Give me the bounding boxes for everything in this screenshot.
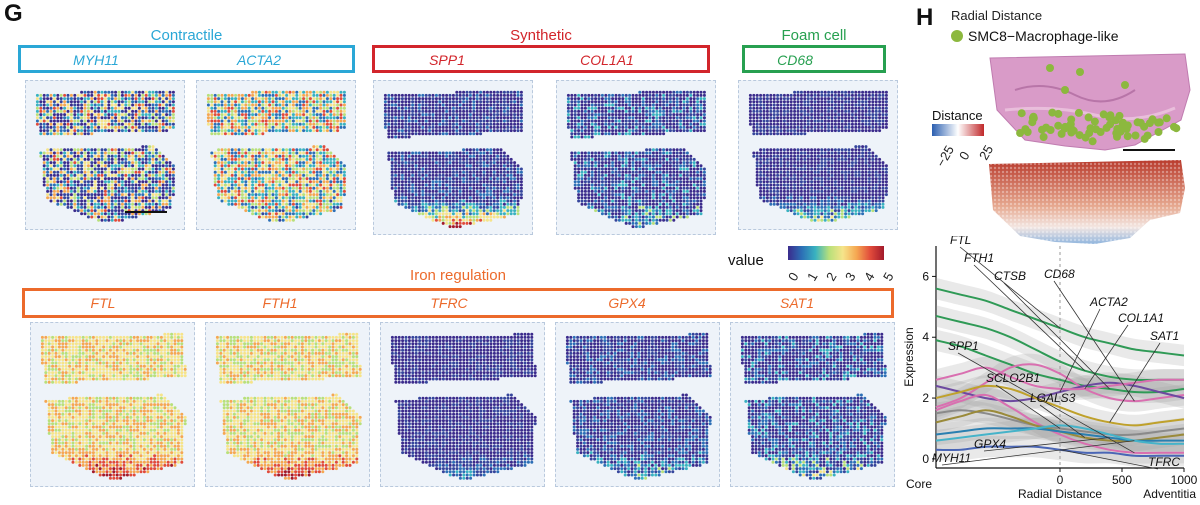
series-label-sat1: SAT1 — [1150, 329, 1179, 343]
series-label-ctsb: CTSB — [994, 269, 1026, 283]
series-label-lgals3: LGALS3 — [1030, 391, 1076, 405]
y-tick-label: 4 — [922, 330, 929, 344]
confidence-band — [936, 356, 1184, 400]
series-line-sat1 — [935, 384, 1185, 427]
series-label-myh11: MYH11 — [932, 451, 971, 465]
confidence-band — [936, 375, 1184, 437]
spatial-map-ftl — [30, 322, 195, 487]
spatial-map-fth1 — [205, 322, 370, 487]
gene-label-gpx4: GPX4 — [608, 295, 646, 311]
confidence-band — [936, 277, 1184, 367]
series-label-leader — [1003, 282, 1110, 390]
spatial-map-acta2 — [196, 80, 356, 230]
series-label-col1a1: COL1A1 — [1118, 311, 1164, 325]
x-tick-label: 0 — [1057, 473, 1064, 487]
series-label-leader — [1053, 280, 1135, 402]
gene-label-ftl: FTL — [90, 295, 116, 311]
x-end-right: Adventitia — [1143, 487, 1196, 501]
distance-bar-label: Distance — [932, 108, 983, 123]
distance-tick: 0 — [956, 148, 973, 163]
series-label-tfrc: TFRC — [1148, 455, 1180, 469]
gene-box-foam-cell: CD68 — [742, 45, 886, 73]
gene-label-fth1: FTH1 — [262, 295, 298, 311]
series-label-leader — [1109, 342, 1161, 423]
series-label-ftl: FTL — [950, 236, 971, 247]
series-label-gpx4: GPX4 — [974, 437, 1006, 451]
series-label-leader — [983, 437, 1110, 452]
series-label-leader — [973, 264, 1086, 371]
scale-bar — [125, 211, 167, 213]
gene-label-cd68: CD68 — [777, 52, 813, 68]
panel-g-letter: G — [4, 0, 23, 27]
gene-label-spp1: SPP1 — [429, 52, 465, 68]
panel-h-title: Radial Distance — [951, 8, 1043, 23]
x-end-left: Core — [906, 477, 932, 491]
legend-dot — [951, 30, 963, 42]
series-line-spp1 — [935, 393, 1184, 455]
panel-h-letter: H — [916, 4, 934, 31]
series-label-leader — [1059, 449, 1159, 470]
series-line-myh11 — [935, 424, 1185, 445]
series-label-leader — [995, 384, 1061, 429]
radial-distance-map — [989, 160, 1185, 244]
confidence-band — [936, 435, 1184, 467]
y-tick-label: 0 — [922, 452, 929, 466]
gene-label-tfrc: TFRC — [430, 295, 468, 311]
x-tick-label: 500 — [1112, 473, 1132, 487]
series-label-leader — [1039, 404, 1086, 438]
macrophage-spots — [1016, 64, 1181, 146]
spatial-map-col1a1 — [556, 80, 716, 235]
colorbar — [788, 246, 884, 260]
he-tissue-image — [989, 53, 1191, 151]
series-label-spp1: SPP1 — [948, 339, 979, 353]
series-label-fth1: FTH1 — [964, 251, 994, 265]
series-label-leader — [1084, 324, 1129, 390]
x-tick-label: 1000 — [1171, 473, 1198, 487]
expression-line-chart: Expression Radial Distance Core Adventit… — [902, 236, 1198, 501]
series-label-leader — [1059, 308, 1101, 393]
group-title-contractile: Contractile — [150, 27, 223, 44]
gene-label-sat1: SAT1 — [780, 295, 814, 311]
spatial-map-spp1 — [373, 80, 533, 235]
gene-label-acta2: ACTA2 — [236, 52, 282, 68]
series-label-leader — [957, 352, 1135, 454]
colorbar-label: value — [728, 252, 764, 269]
y-tick-label: 6 — [922, 269, 929, 283]
y-axis-label: Expression — [902, 327, 916, 386]
confidence-band — [936, 384, 1184, 464]
spatial-map-myh11 — [25, 80, 185, 230]
series-label-leader — [959, 246, 1061, 329]
gene-label-col1a1: COL1A1 — [580, 52, 634, 68]
spatial-map-gpx4 — [555, 322, 720, 487]
confidence-band — [936, 305, 1184, 391]
confidence-band — [936, 353, 1184, 418]
series-line-col1a1 — [935, 366, 1185, 391]
series-label-cd68: CD68 — [1044, 267, 1075, 281]
distance-colorbar — [932, 124, 984, 136]
group-title-foam-cell: Foam cell — [781, 27, 847, 44]
group-title-iron-regulation: Iron regulation — [410, 267, 506, 284]
series-line-gpx4 — [935, 427, 1185, 442]
y-tick-label: 2 — [922, 391, 929, 405]
x-axis-label: Radial Distance — [1018, 487, 1102, 501]
group-title-synthetic: Synthetic — [510, 27, 572, 44]
distance-tick: −25 — [933, 142, 958, 170]
series-line-ctsb — [935, 339, 1185, 394]
legend-label: SMC8−Macrophage-like — [968, 28, 1119, 44]
gene-label-myh11: MYH11 — [73, 52, 119, 68]
spatial-map-sat1 — [730, 322, 895, 487]
gene-box-iron-regulation: FTL FTH1 TFRC GPX4 SAT1 — [22, 288, 894, 318]
spatial-map-cd68 — [738, 80, 898, 230]
series-line-fth1 — [935, 314, 1184, 382]
spatial-map-tfrc — [380, 322, 545, 487]
gene-box-synthetic: SPP1 COL1A1 — [372, 45, 710, 73]
gene-box-contractile: MYH11 ACTA2 — [18, 45, 355, 73]
series-label-sclo2b1: SCLO2B1 — [986, 371, 1040, 385]
series-label-acta2: ACTA2 — [1089, 295, 1128, 309]
series-label-leader — [941, 440, 1135, 466]
